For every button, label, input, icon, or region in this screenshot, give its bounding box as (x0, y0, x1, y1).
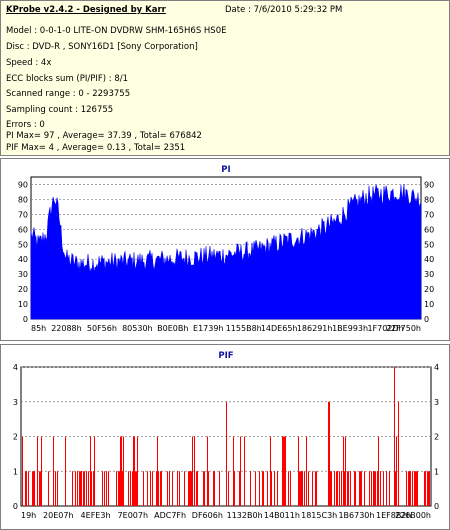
x-tick-label: 19h (21, 511, 36, 520)
x-tick-label: 1BE993h (332, 324, 368, 333)
y-tick-label-left: 4 (13, 363, 18, 372)
y-tick-label-right: 40 (424, 255, 434, 264)
pi-series (30, 184, 422, 320)
x-tick-label: 14B011h (264, 511, 300, 520)
ecc-line: ECC blocks sum (PI/PIF) : 8/1 (6, 74, 129, 84)
x-tick-label: 186291h (297, 324, 333, 333)
errors-line: Errors : 0 (6, 120, 45, 130)
app-title: KProbe v2.4.2 - Designed by Karr (6, 5, 166, 15)
x-tick-label: DF606h (192, 511, 223, 520)
y-tick-label-right: 2 (434, 433, 439, 442)
x-tick-label: 50F56h (87, 324, 117, 333)
x-tick-label: 22F750h (386, 324, 421, 333)
y-tick-label-left: 0 (23, 315, 28, 324)
pif-series (22, 367, 430, 506)
pi-chart: PI 0 0 10 10 20 20 30 30 40 40 50 50 60 60 70 70 80 80 90 90… (18, 165, 434, 333)
y-tick-label-right: 70 (424, 210, 434, 219)
y-tick-label-right: 1 (434, 467, 439, 476)
y-tick-label-right: 60 (424, 225, 434, 234)
y-tick-label-left: 0 (13, 502, 18, 511)
y-tick-label-left: 3 (13, 398, 18, 407)
x-tick-label: 1B6730h (338, 511, 374, 520)
x-tick-label: 1F702Dh (367, 324, 403, 333)
y-tick-label-right: 90 (424, 180, 434, 189)
speed-line: Speed : 4x (6, 58, 52, 68)
x-tick-label: ADC7Fh (154, 511, 186, 520)
y-tick-label-left: 90 (18, 180, 28, 189)
x-tick-label: 1EF8B2h (376, 511, 411, 520)
y-tick-label-right: 10 (424, 300, 434, 309)
y-tick-label-right: 4 (434, 363, 439, 372)
x-tick-label: 1132B0h (227, 511, 263, 520)
x-tick-label: 226B00h (395, 511, 431, 520)
x-tick-label: 14DE65h (261, 324, 298, 333)
y-tick-label-right: 30 (424, 270, 434, 279)
x-tick-label: 80530h (122, 324, 153, 333)
pif-stats-line: PIF Max= 4 , Average= 0.13 , Total= 2351 (6, 143, 186, 153)
range-line: Scanned range : 0 - 2293755 (6, 89, 131, 99)
y-tick-label-left: 60 (18, 225, 28, 234)
x-tick-label: 1155B8h (226, 324, 262, 333)
sampling-line: Sampling count : 126755 (6, 105, 114, 115)
pi-area (30, 184, 422, 320)
chart-title: PIF (218, 351, 233, 361)
model-line: Model : 0-0-1-0 LITE-ON DVDRW SHM-165H6S… (6, 26, 227, 36)
x-tick-label: E1739h (193, 324, 223, 333)
pi-chart-panel: PI 0 0 10 10 20 20 30 30 40 40 50 50 60 60 70 70 80 80 90 90… (0, 158, 450, 341)
y-tick-label-left: 30 (18, 270, 28, 279)
x-tick-label: 85h (31, 324, 46, 333)
info-panel: KProbe v2.4.2 - Designed by Karr Date : … (0, 0, 450, 156)
disc-line: Disc : DVD-R , SONY16D1 [Sony Corporatio… (6, 42, 198, 52)
x-tick-label: 22088h (51, 324, 82, 333)
x-tick-label: 4EFE3h (81, 511, 111, 520)
y-tick-label-left: 1 (13, 467, 18, 476)
x-tick-label: 20E07h (43, 511, 73, 520)
pif-chart: PIF 0 0 1 1 2 2 3 3 4 4 19h 20E07h 4EFE3h 7E007h ADC7Fh… (13, 351, 439, 520)
y-tick-label-right: 0 (434, 502, 439, 511)
pif-chart-panel: PIF 0 0 1 1 2 2 3 3 4 4 19h 20E07h 4EFE3h 7E007h ADC7Fh… (0, 344, 450, 530)
y-tick-label-left: 40 (18, 255, 28, 264)
y-tick-label-right: 0 (424, 315, 429, 324)
y-tick-label-right: 20 (424, 285, 434, 294)
y-tick-label-right: 3 (434, 398, 439, 407)
y-tick-label-left: 70 (18, 210, 28, 219)
y-tick-label-left: 20 (18, 285, 28, 294)
y-tick-label-left: 2 (13, 433, 18, 442)
y-tick-label-right: 80 (424, 195, 434, 204)
y-tick-label-left: 80 (18, 195, 28, 204)
x-tick-label: B0E0Bh (157, 324, 188, 333)
pi-stats-line: PI Max= 97 , Average= 37.39 , Total= 676… (6, 131, 202, 141)
x-tick-label: 1815C3h (301, 511, 337, 520)
scan-date: Date : 7/6/2010 5:29:32 PM (225, 5, 343, 15)
y-tick-label-left: 10 (18, 300, 28, 309)
chart-title: PI (221, 165, 230, 175)
x-tick-label: 7E007h (118, 511, 148, 520)
y-tick-label-left: 50 (18, 240, 28, 249)
y-tick-label-right: 50 (424, 240, 434, 249)
